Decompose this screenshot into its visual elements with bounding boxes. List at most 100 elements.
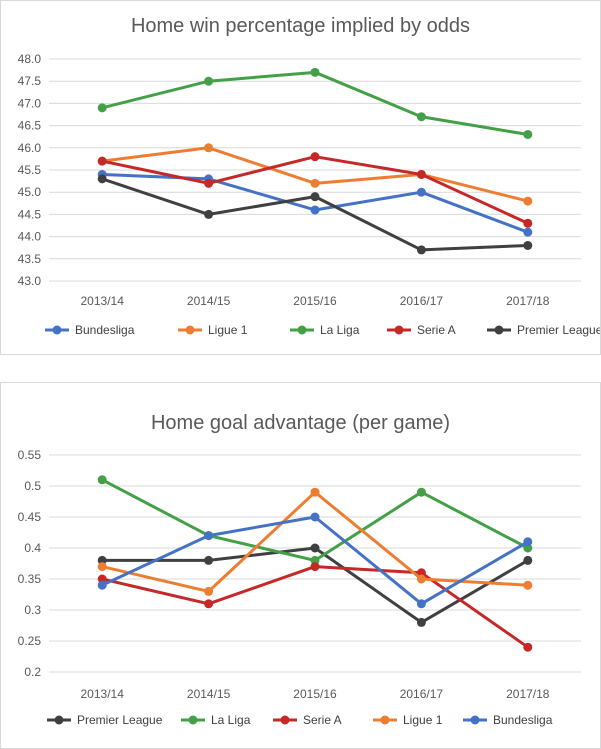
win-data-point	[204, 76, 214, 86]
goal-advantage-chart: Home goal advantage (per game) 0.2 0.25 0.3…	[0, 382, 601, 749]
win-legend-item: La Liga	[290, 323, 360, 337]
goal-data-point	[523, 537, 533, 547]
goal-legend-swatch-marker	[380, 715, 390, 725]
goal-legend-label: Ligue 1	[403, 713, 443, 727]
win-x-tick-label: 2013/14	[81, 294, 125, 308]
goal-legend-label: La Liga	[211, 713, 251, 727]
goal-y-tick-label: 0.55	[18, 448, 42, 462]
goal-data-point	[416, 568, 426, 578]
win-y-tick-label: 43.5	[18, 252, 42, 266]
goal-x-tick-label: 2014/15	[187, 687, 231, 701]
goal-data-point	[310, 512, 320, 522]
win-data-point	[97, 174, 107, 184]
goal-legend-swatch-marker	[470, 715, 480, 725]
win-legend-label: Ligue 1	[208, 323, 248, 337]
goal-x-tick-label: 2013/14	[81, 687, 125, 701]
goal-data-point	[310, 487, 320, 497]
win-data-point	[97, 103, 107, 113]
goal-x-tick-label: 2015/16	[293, 687, 337, 701]
win-y-tick-label: 46.0	[18, 141, 42, 155]
win-percentage-chart: Home win percentage implied by odds 43.0 4…	[0, 0, 601, 355]
win-legend-item: Premier League	[487, 323, 600, 337]
win-y-tick-label: 45.5	[18, 163, 42, 177]
win-y-tick-label: 45.0	[18, 185, 42, 199]
win-data-point	[204, 143, 214, 153]
goal-series-line	[100, 490, 530, 593]
goal-legend-label: Bundesliga	[493, 713, 553, 727]
goal-legend-swatch-marker	[188, 715, 198, 725]
goal-legend-item: Serie A	[273, 713, 342, 727]
win-x-tick-label: 2017/18	[506, 294, 550, 308]
goal-y-tick-label: 0.2	[24, 665, 41, 679]
goal-data-point	[310, 543, 320, 553]
goal-data-point	[204, 599, 214, 609]
goal-data-point	[204, 586, 214, 596]
goal-data-point	[416, 574, 426, 584]
win-legend-swatch-marker	[494, 325, 504, 335]
win-percentage-chart-svg: Home win percentage implied by odds 43.0 4…	[18, 15, 600, 337]
win-data-point	[523, 240, 533, 250]
goal-x-tick-label: 2017/18	[506, 687, 550, 701]
goal-y-tick-label: 0.25	[18, 634, 42, 648]
goal-advantage-chart-svg: Home goal advantage (per game) 0.2 0.25 0.3…	[18, 412, 581, 727]
goal-data-point	[204, 531, 214, 541]
goal-legend-swatch-marker	[280, 715, 290, 725]
win-data-point	[310, 67, 320, 77]
win-y-tick-label: 48.0	[18, 52, 42, 66]
goal-legend-swatch-marker	[54, 715, 64, 725]
win-x-tick-label: 2014/15	[187, 294, 231, 308]
win-legend-label: Premier League	[517, 323, 600, 337]
goal-data-point	[310, 555, 320, 565]
goal-legend-item: Bundesliga	[463, 713, 553, 727]
win-y-tick-label: 44.0	[18, 230, 42, 244]
goal-y-tick-label: 0.3	[24, 603, 41, 617]
goal-legend-item: Ligue 1	[373, 713, 443, 727]
win-data-point	[310, 152, 320, 162]
win-data-point	[523, 218, 533, 228]
goal-data-point	[204, 555, 214, 565]
win-legend-label: Bundesliga	[75, 323, 135, 337]
win-y-tick-label: 44.5	[18, 207, 42, 221]
goal-x-tick-label: 2016/17	[400, 687, 444, 701]
win-data-point	[523, 129, 533, 139]
win-data-point	[523, 196, 533, 206]
win-legend-swatch-marker	[297, 325, 307, 335]
win-legend-swatch-marker	[52, 325, 62, 335]
goal-data-point	[97, 555, 107, 565]
goal-legend-item: La Liga	[181, 713, 251, 727]
win-chart-title: Home win percentage implied by odds	[131, 15, 470, 37]
goal-y-tick-label: 0.45	[18, 510, 42, 524]
win-data-point	[310, 205, 320, 215]
goal-data-point	[523, 543, 533, 553]
win-legend-swatch-marker	[394, 325, 404, 335]
goal-legend-label: Serie A	[303, 713, 342, 727]
goal-data-point	[523, 580, 533, 590]
goal-data-point	[310, 562, 320, 572]
win-data-point	[310, 192, 320, 202]
win-data-point	[416, 187, 426, 197]
win-legend-item: Bundesliga	[45, 323, 135, 337]
win-data-point	[310, 178, 320, 188]
goal-data-point	[416, 617, 426, 627]
goal-y-tick-label: 0.35	[18, 572, 42, 586]
goal-data-point	[97, 574, 107, 584]
goal-data-point	[416, 599, 426, 609]
goal-data-point	[416, 487, 426, 497]
win-y-tick-label: 47.5	[18, 74, 42, 88]
goal-data-point	[97, 475, 107, 485]
win-legend-item: Ligue 1	[178, 323, 248, 337]
goal-y-tick-label: 0.4	[24, 541, 41, 555]
goal-data-point	[523, 642, 533, 652]
win-data-point	[416, 112, 426, 122]
goal-data-point	[97, 562, 107, 572]
win-data-point	[523, 227, 533, 237]
win-y-tick-label: 46.5	[18, 119, 42, 133]
win-data-point	[97, 156, 107, 166]
goal-y-tick-label: 0.5	[24, 479, 41, 493]
goal-legend-item: Premier League	[47, 713, 163, 727]
goal-data-point	[97, 580, 107, 590]
win-y-tick-label: 47.0	[18, 96, 42, 110]
win-legend-label: La Liga	[320, 323, 360, 337]
win-legend-label: Serie A	[417, 323, 456, 337]
goal-legend-label: Premier League	[77, 713, 163, 727]
